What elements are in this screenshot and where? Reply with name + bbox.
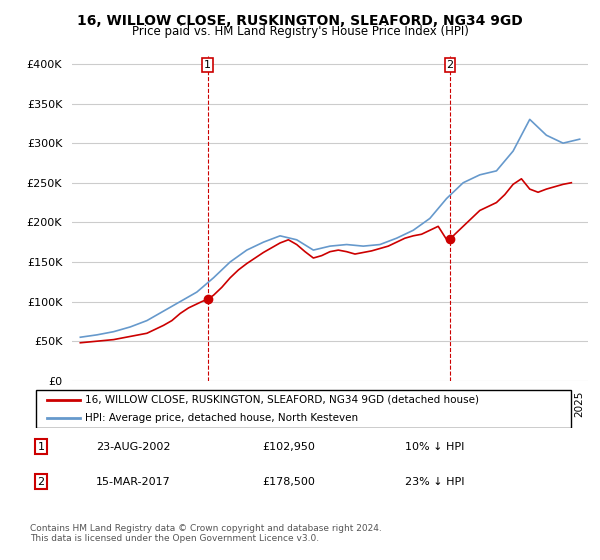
Text: 16, WILLOW CLOSE, RUSKINGTON, SLEAFORD, NG34 9GD (detached house): 16, WILLOW CLOSE, RUSKINGTON, SLEAFORD, … [85, 395, 479, 405]
FancyBboxPatch shape [35, 390, 571, 428]
Text: HPI: Average price, detached house, North Kesteven: HPI: Average price, detached house, Nort… [85, 413, 358, 423]
Text: £102,950: £102,950 [262, 442, 315, 451]
Text: 2: 2 [446, 60, 454, 70]
Text: 10% ↓ HPI: 10% ↓ HPI [406, 442, 465, 451]
Text: 23-AUG-2002: 23-AUG-2002 [96, 442, 171, 451]
Text: Price paid vs. HM Land Registry's House Price Index (HPI): Price paid vs. HM Land Registry's House … [131, 25, 469, 38]
Text: 1: 1 [204, 60, 211, 70]
Text: 15-MAR-2017: 15-MAR-2017 [96, 477, 171, 487]
Text: 23% ↓ HPI: 23% ↓ HPI [406, 477, 465, 487]
Text: 2: 2 [37, 477, 44, 487]
Text: £178,500: £178,500 [262, 477, 315, 487]
Text: Contains HM Land Registry data © Crown copyright and database right 2024.
This d: Contains HM Land Registry data © Crown c… [30, 524, 382, 543]
Text: 1: 1 [38, 442, 44, 451]
Text: 16, WILLOW CLOSE, RUSKINGTON, SLEAFORD, NG34 9GD: 16, WILLOW CLOSE, RUSKINGTON, SLEAFORD, … [77, 14, 523, 28]
